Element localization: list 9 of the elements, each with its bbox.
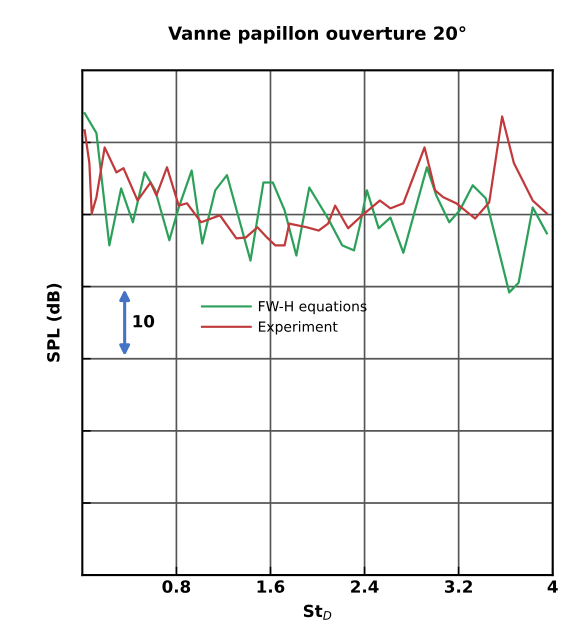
x-axis-title: St$_{D}$	[304, 604, 332, 620]
x-tick-label: 4	[548, 580, 558, 593]
x-tick-label: 0.8	[162, 580, 190, 593]
annotation: 10	[134, 314, 154, 328]
x-tick-label: 3.2	[444, 580, 472, 593]
chart-title: Vanne papillon ouverture 20°	[168, 26, 466, 44]
x-tick-label: 2.4	[351, 580, 379, 593]
x-tick-label: 1.6	[258, 580, 284, 593]
y-axis-title: SPL (dB)	[46, 284, 62, 362]
